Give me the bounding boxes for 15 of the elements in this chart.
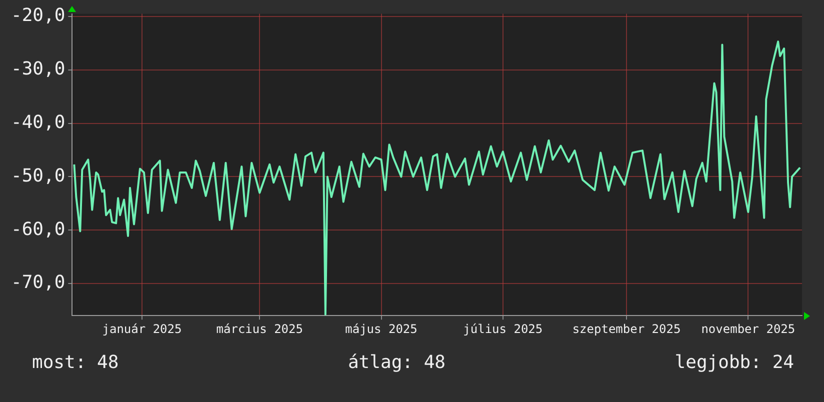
x-tick-label: november 2025 — [701, 322, 796, 336]
x-tick-label: július 2025 — [463, 322, 543, 336]
y-tick-label: -60,0 — [10, 218, 66, 240]
y-tick-label: -70,0 — [10, 272, 66, 294]
text: átlag: 48 — [348, 352, 446, 373]
y-tick-label: -50,0 — [10, 165, 66, 186]
text: most: 48 — [32, 352, 119, 373]
y-tick-label: -30,0 — [10, 58, 66, 80]
text: legjobb: 24 — [674, 352, 794, 373]
y-tick-label: -20,0 — [10, 5, 66, 26]
x-tick-label: január 2025 — [102, 322, 182, 336]
y-tick-label: -40,0 — [10, 112, 66, 133]
x-tick-label: május 2025 — [345, 322, 418, 336]
x-tick-label: szeptember 2025 — [572, 322, 681, 336]
x-tick-label: március 2025 — [216, 322, 303, 336]
